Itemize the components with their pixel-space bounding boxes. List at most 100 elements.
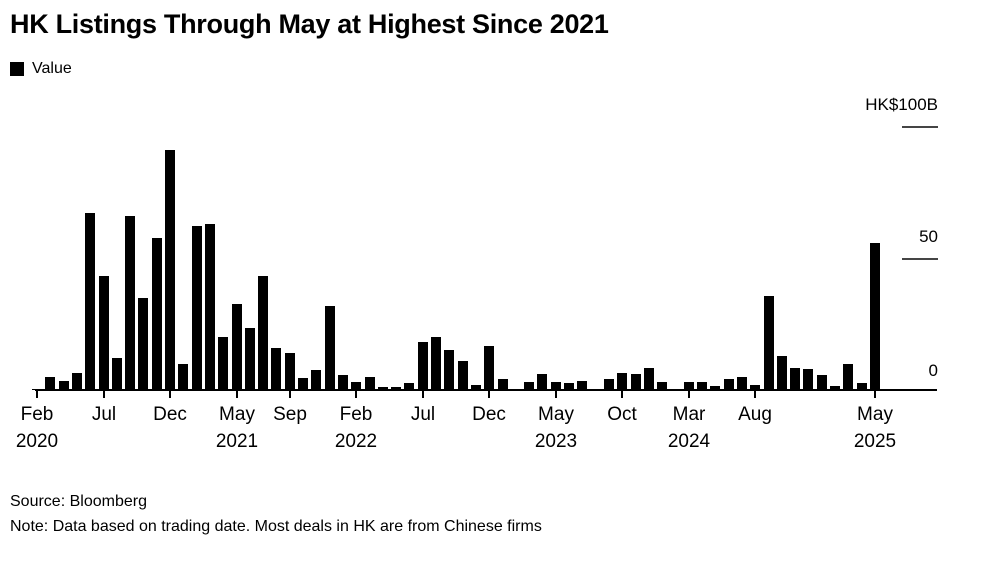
bar-oct-2021 <box>298 378 308 390</box>
bar-may-2023 <box>551 382 561 390</box>
bar-feb-2025 <box>830 386 840 390</box>
bar-dec-2022 <box>484 346 494 390</box>
bar-jun-2024 <box>724 379 734 390</box>
footer: Source: Bloomberg Note: Data based on tr… <box>10 489 542 539</box>
y-tick-line <box>902 126 938 128</box>
bar-jan-2021 <box>178 364 188 390</box>
bar-jun-2021 <box>245 328 255 390</box>
x-tick-month-label: Dec <box>472 404 506 425</box>
bar-may-2021 <box>232 304 242 390</box>
x-tick-year-label: 2021 <box>215 431 259 452</box>
y-tick-label: 0 <box>928 361 938 380</box>
bar-apr-2024 <box>697 382 707 390</box>
x-tick-year-label: 2025 <box>853 431 897 452</box>
bar-apr-2022 <box>378 387 388 390</box>
x-tick-mark <box>621 391 623 398</box>
legend-swatch-icon <box>10 62 24 76</box>
x-tick-month-label: Aug <box>738 404 772 425</box>
x-tick-mark <box>488 391 490 398</box>
y-tick-label: 50 <box>919 227 938 246</box>
bar-aug-2024 <box>750 385 760 390</box>
bar-may-2022 <box>391 387 401 390</box>
bar-dec-2024 <box>803 369 813 390</box>
bar-jul-2021 <box>258 276 268 390</box>
bar-mar-2025 <box>843 364 853 390</box>
x-tick-mark <box>36 391 38 398</box>
bar-nov-2020 <box>152 238 162 390</box>
x-tick-month-label: May <box>857 404 893 425</box>
source-note: Source: Bloomberg <box>10 493 147 510</box>
bar-apr-2021 <box>218 337 228 390</box>
bar-jan-2022 <box>338 375 348 390</box>
bar-jul-2023 <box>577 381 587 390</box>
x-tick-month-label: Dec <box>153 404 187 425</box>
bar-may-2024 <box>710 386 720 390</box>
x-tick-mark <box>103 391 105 398</box>
bar-sep-2021 <box>285 353 295 390</box>
bar-jul-2020 <box>99 276 109 390</box>
x-tick-mark <box>355 391 357 398</box>
x-tick-month-label: Mar <box>672 404 706 425</box>
x-axis-line <box>35 389 937 391</box>
x-tick-month-label: Jul <box>410 404 436 425</box>
bar-mar-2023 <box>524 382 534 390</box>
bar-feb-2021 <box>192 226 202 390</box>
x-tick-year-label: 2024 <box>667 431 711 452</box>
bar-jan-2024 <box>657 382 667 390</box>
x-tick-month-label: Oct <box>607 404 637 425</box>
bar-mar-2024 <box>684 382 694 390</box>
bar-apr-2025 <box>857 383 867 390</box>
y-tick-line <box>902 258 938 260</box>
bar-aug-2020 <box>112 358 122 390</box>
bar-mar-2021 <box>205 224 215 390</box>
bar-sep-2024 <box>764 296 774 390</box>
bar-aug-2022 <box>431 337 441 390</box>
bar-jun-2022 <box>404 383 414 390</box>
bar-aug-2021 <box>271 348 281 390</box>
bar-dec-2021 <box>325 306 335 390</box>
bar-jul-2022 <box>418 342 428 390</box>
y-tick-label: HK$100B <box>865 95 938 114</box>
bar-sep-2023 <box>604 379 614 390</box>
bar-oct-2020 <box>138 298 148 390</box>
legend: Value <box>10 60 72 78</box>
bar-oct-2023 <box>617 373 627 390</box>
x-tick-month-label: May <box>219 404 255 425</box>
bar-jan-2023 <box>498 379 508 390</box>
x-tick-year-label: 2022 <box>334 431 378 452</box>
bar-sep-2020 <box>125 216 135 390</box>
x-tick-mark <box>874 391 876 398</box>
x-tick-year-label: 2020 <box>15 431 59 452</box>
bar-nov-2021 <box>311 370 321 390</box>
x-tick-mark <box>422 391 424 398</box>
bar-nov-2024 <box>790 368 800 390</box>
bar-mar-2020 <box>45 377 55 390</box>
x-tick-mark <box>754 391 756 398</box>
bar-apr-2020 <box>59 381 69 390</box>
bar-dec-2023 <box>644 368 654 390</box>
bar-apr-2023 <box>537 374 547 390</box>
bar-jul-2024 <box>737 377 747 390</box>
bar-oct-2022 <box>458 361 468 390</box>
x-tick-month-label: Sep <box>273 404 307 425</box>
bar-feb-2022 <box>351 382 361 390</box>
x-tick-mark <box>555 391 557 398</box>
x-tick-year-label: 2023 <box>534 431 578 452</box>
bar-nov-2022 <box>471 385 481 390</box>
bar-jun-2023 <box>564 383 574 390</box>
x-tick-mark <box>169 391 171 398</box>
bar-dec-2020 <box>165 150 175 390</box>
bar-jan-2025 <box>817 375 827 390</box>
bar-may-2020 <box>72 373 82 390</box>
data-note: Note: Data based on trading date. Most d… <box>10 518 542 535</box>
bar-jun-2020 <box>85 213 95 390</box>
bar-nov-2023 <box>631 374 641 390</box>
x-tick-month-label: Jul <box>91 404 117 425</box>
x-tick-month-label: Feb <box>339 404 373 425</box>
x-tick-month-label: Feb <box>20 404 54 425</box>
x-tick-mark <box>236 391 238 398</box>
bar-sep-2022 <box>444 350 454 390</box>
legend-label: Value <box>32 60 72 77</box>
